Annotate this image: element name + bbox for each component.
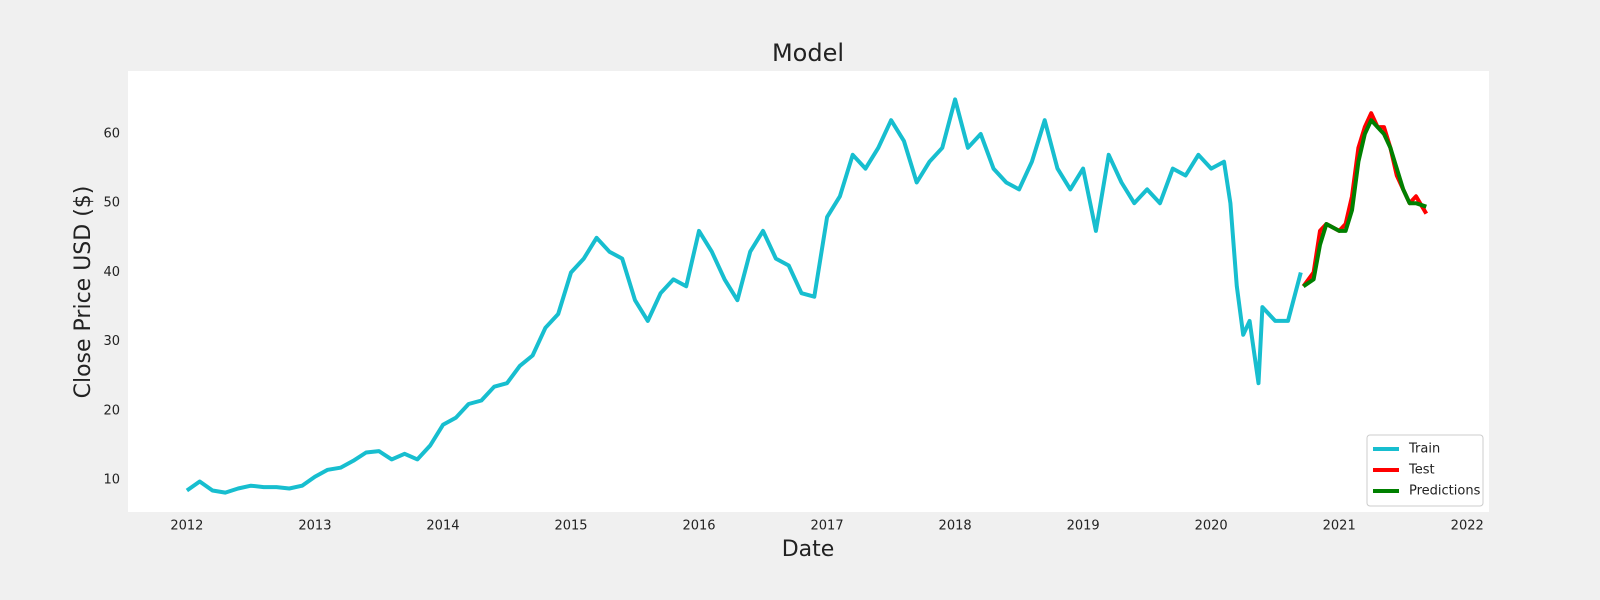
x-tick-label: 2017: [811, 519, 844, 534]
x-tick-label: 2014: [426, 519, 459, 534]
legend-box: [1366, 434, 1484, 507]
series-line: [185, 97, 1303, 495]
series-line: [1302, 118, 1427, 288]
x-tick-label: 2015: [554, 519, 587, 534]
x-tick-label: 2020: [1195, 519, 1228, 534]
y-axis-title: Close Price USD ($): [71, 186, 96, 399]
legend-label: Train: [1408, 442, 1440, 457]
x-tick-label: 2013: [298, 519, 331, 534]
x-axis-title: Date: [782, 537, 835, 562]
x-tick-label: 2021: [1323, 519, 1356, 534]
legend: Train Test Predictions: [1366, 434, 1484, 507]
y-tick-label: 30: [103, 334, 120, 349]
legend-label: Test: [1408, 463, 1435, 478]
chart-title: Model: [772, 39, 844, 67]
y-tick-label: 40: [103, 265, 120, 280]
y-tick-label: 20: [103, 403, 120, 418]
x-tick-label: 2018: [939, 519, 972, 534]
x-tick-label: 2022: [1451, 519, 1484, 534]
y-tick-label: 50: [103, 196, 120, 211]
plot-area: [128, 71, 1489, 512]
y-tick-label: 60: [103, 127, 120, 142]
y-tick-label: 10: [103, 473, 120, 488]
x-tick-label: 2012: [170, 519, 203, 534]
x-tick-label: 2019: [1067, 519, 1100, 534]
legend-label: Predictions: [1409, 484, 1481, 499]
x-tick-label: 2016: [682, 519, 715, 534]
